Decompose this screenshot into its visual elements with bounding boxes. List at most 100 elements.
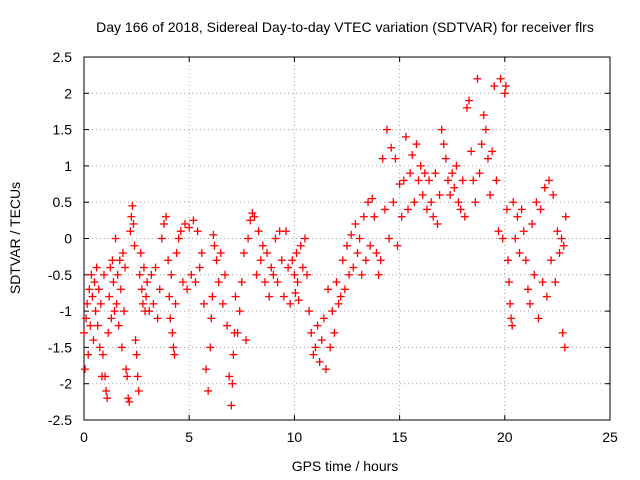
x-tick-label: 15 bbox=[392, 429, 408, 445]
data-point bbox=[129, 219, 138, 228]
data-point bbox=[501, 82, 510, 91]
data-point bbox=[511, 234, 520, 243]
data-point bbox=[547, 256, 556, 265]
data-point bbox=[509, 198, 518, 207]
data-point bbox=[521, 256, 530, 265]
data-point bbox=[159, 219, 168, 228]
data-point bbox=[183, 285, 192, 294]
chart-title: Day 166 of 2018, Sidereal Day-to-day VTE… bbox=[96, 19, 594, 35]
data-point bbox=[90, 278, 99, 287]
data-point bbox=[135, 270, 144, 279]
data-point bbox=[80, 328, 88, 337]
data-point bbox=[416, 161, 425, 170]
data-point bbox=[265, 292, 274, 301]
data-point bbox=[237, 278, 246, 287]
data-point bbox=[486, 190, 495, 199]
y-tick-label: 2 bbox=[64, 85, 72, 101]
data-point bbox=[127, 212, 136, 221]
data-point bbox=[168, 328, 177, 337]
data-point bbox=[309, 350, 318, 359]
data-point bbox=[315, 357, 324, 366]
data-point bbox=[389, 198, 398, 207]
data-point bbox=[84, 350, 93, 359]
data-point bbox=[418, 190, 427, 199]
data-point bbox=[435, 190, 444, 199]
data-point bbox=[544, 176, 553, 185]
data-point bbox=[164, 256, 173, 265]
data-point bbox=[98, 350, 107, 359]
data-point bbox=[458, 176, 467, 185]
data-point bbox=[385, 234, 394, 243]
data-point bbox=[189, 216, 198, 225]
data-point bbox=[216, 249, 225, 258]
data-point bbox=[242, 336, 251, 345]
data-point bbox=[149, 299, 158, 308]
data-point bbox=[248, 209, 257, 218]
data-point bbox=[519, 227, 528, 236]
data-point bbox=[397, 212, 406, 221]
data-point bbox=[557, 234, 566, 243]
data-point bbox=[448, 169, 457, 178]
data-point bbox=[260, 278, 269, 287]
y-axis-label: SDTVAR / TECUs bbox=[7, 182, 23, 294]
data-point bbox=[258, 241, 267, 250]
data-point bbox=[483, 154, 492, 163]
data-point bbox=[137, 285, 146, 294]
data-point bbox=[284, 263, 293, 272]
y-tick-label: -2 bbox=[60, 376, 73, 392]
data-point bbox=[96, 299, 105, 308]
data-point bbox=[412, 140, 421, 149]
grid bbox=[84, 57, 610, 420]
data-point bbox=[239, 249, 248, 258]
data-point bbox=[162, 212, 171, 221]
data-point bbox=[92, 263, 101, 272]
data-point bbox=[465, 96, 474, 105]
data-point bbox=[361, 256, 370, 265]
data-point bbox=[473, 74, 482, 83]
data-point bbox=[220, 270, 229, 279]
data-point bbox=[437, 125, 446, 134]
data-point bbox=[551, 278, 560, 287]
data-point bbox=[391, 154, 400, 163]
data-point bbox=[108, 256, 117, 265]
data-point bbox=[143, 278, 152, 287]
y-tick-label: 0 bbox=[64, 231, 72, 247]
data-point bbox=[441, 154, 450, 163]
data-point bbox=[185, 223, 194, 232]
data-point bbox=[171, 299, 180, 308]
data-point bbox=[317, 336, 326, 345]
data-point bbox=[332, 278, 341, 287]
data-point bbox=[395, 180, 404, 189]
data-point bbox=[193, 227, 202, 236]
data-point bbox=[298, 263, 307, 272]
data-point bbox=[475, 169, 484, 178]
data-point bbox=[414, 176, 423, 185]
data-point bbox=[117, 343, 126, 352]
data-point bbox=[540, 183, 549, 192]
data-point bbox=[492, 176, 501, 185]
data-point bbox=[376, 256, 385, 265]
data-point bbox=[136, 249, 145, 258]
data-point bbox=[343, 241, 351, 250]
data-point bbox=[469, 176, 478, 185]
data-point bbox=[176, 227, 185, 236]
data-point bbox=[214, 278, 223, 287]
data-point bbox=[165, 292, 174, 301]
data-point bbox=[338, 256, 347, 265]
data-point bbox=[560, 343, 569, 352]
data-point bbox=[231, 292, 240, 301]
data-point bbox=[460, 212, 469, 221]
data-point bbox=[128, 201, 137, 210]
data-point bbox=[174, 234, 183, 243]
data-point bbox=[279, 292, 288, 301]
data-point bbox=[246, 216, 255, 225]
data-point bbox=[313, 321, 322, 330]
data-point bbox=[228, 379, 237, 388]
data-point bbox=[296, 241, 305, 250]
x-tick-label: 5 bbox=[185, 429, 193, 445]
data-point bbox=[336, 292, 345, 301]
data-point bbox=[553, 227, 562, 236]
data-point bbox=[378, 154, 387, 163]
data-point bbox=[420, 169, 429, 178]
data-point bbox=[277, 256, 286, 265]
